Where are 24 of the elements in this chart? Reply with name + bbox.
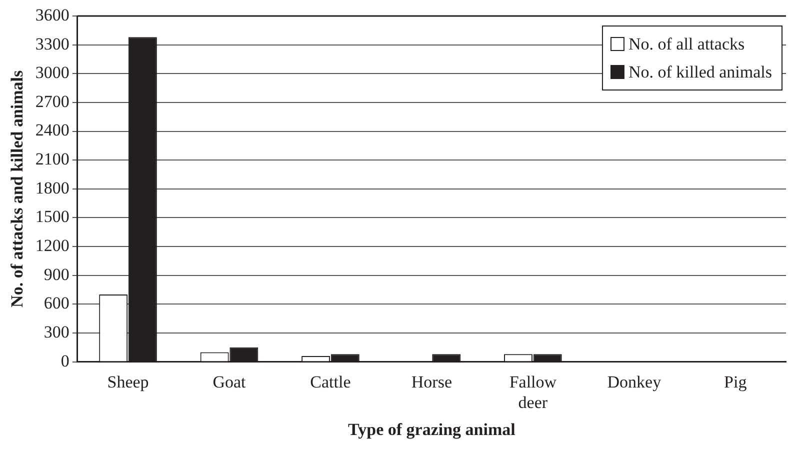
x-tick-label: Cattle [310,372,351,392]
y-tick-label: 1200 [35,236,70,255]
x-tick-label: Horse [411,372,452,392]
y-tick-label: 2400 [35,120,70,140]
y-tick-label: 0 [60,351,70,370]
y-tick-label: 2700 [35,92,70,111]
y-tick-label: 3300 [35,34,70,54]
x-tick-label: Donkey [607,372,662,392]
x-tick-label: Fallow deer [509,372,558,412]
y-tick-label: 3600 [35,5,70,24]
y-tick-label: 2100 [35,150,70,169]
legend-label: No. of killed animals [628,62,772,82]
y-tick-label: 300 [44,322,70,342]
y-tick-label: 600 [44,294,70,313]
y-tick-label: 1800 [35,178,70,198]
y-axis-title: No. of attacks and killed animals [8,70,27,308]
y-tick-label: 900 [44,264,70,284]
y-tick-label: 1500 [35,207,70,226]
x-tick-label: Sheep [107,372,149,392]
legend-label: No. of all attacks [628,34,745,54]
x-tick-label: Pig [724,372,748,392]
x-tick-label: Goat [212,372,246,392]
x-axis-title: Type of grazing animal [348,420,516,440]
y-tick-label: 3000 [35,63,70,82]
